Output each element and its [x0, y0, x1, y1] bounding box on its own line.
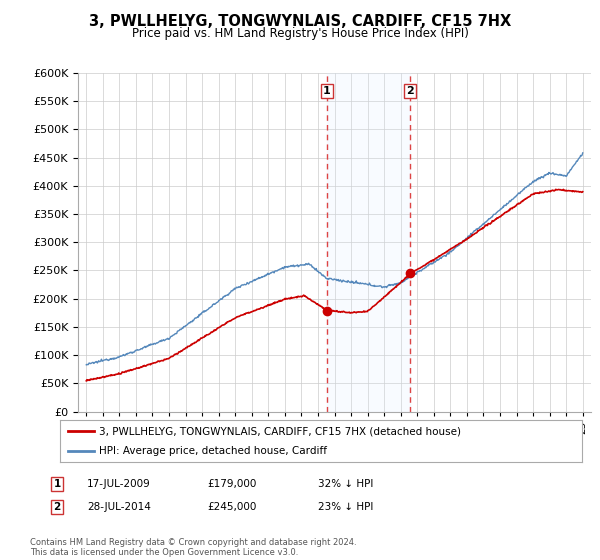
Text: 2: 2	[53, 502, 61, 512]
Text: £245,000: £245,000	[207, 502, 256, 512]
Text: Price paid vs. HM Land Registry's House Price Index (HPI): Price paid vs. HM Land Registry's House …	[131, 27, 469, 40]
Text: 23% ↓ HPI: 23% ↓ HPI	[318, 502, 373, 512]
Text: HPI: Average price, detached house, Cardiff: HPI: Average price, detached house, Card…	[99, 446, 327, 456]
Text: £179,000: £179,000	[207, 479, 256, 489]
Text: 2: 2	[406, 86, 414, 96]
Text: 3, PWLLHELYG, TONGWYNLAIS, CARDIFF, CF15 7HX (detached house): 3, PWLLHELYG, TONGWYNLAIS, CARDIFF, CF15…	[99, 426, 461, 436]
Text: 17-JUL-2009: 17-JUL-2009	[87, 479, 151, 489]
Bar	[327, 73, 410, 412]
Text: 3, PWLLHELYG, TONGWYNLAIS, CARDIFF, CF15 7HX: 3, PWLLHELYG, TONGWYNLAIS, CARDIFF, CF15…	[89, 14, 511, 29]
Text: 28-JUL-2014: 28-JUL-2014	[87, 502, 151, 512]
Text: 1: 1	[53, 479, 61, 489]
Text: 1: 1	[323, 86, 331, 96]
Text: Contains HM Land Registry data © Crown copyright and database right 2024.
This d: Contains HM Land Registry data © Crown c…	[30, 538, 356, 557]
Text: 32% ↓ HPI: 32% ↓ HPI	[318, 479, 373, 489]
